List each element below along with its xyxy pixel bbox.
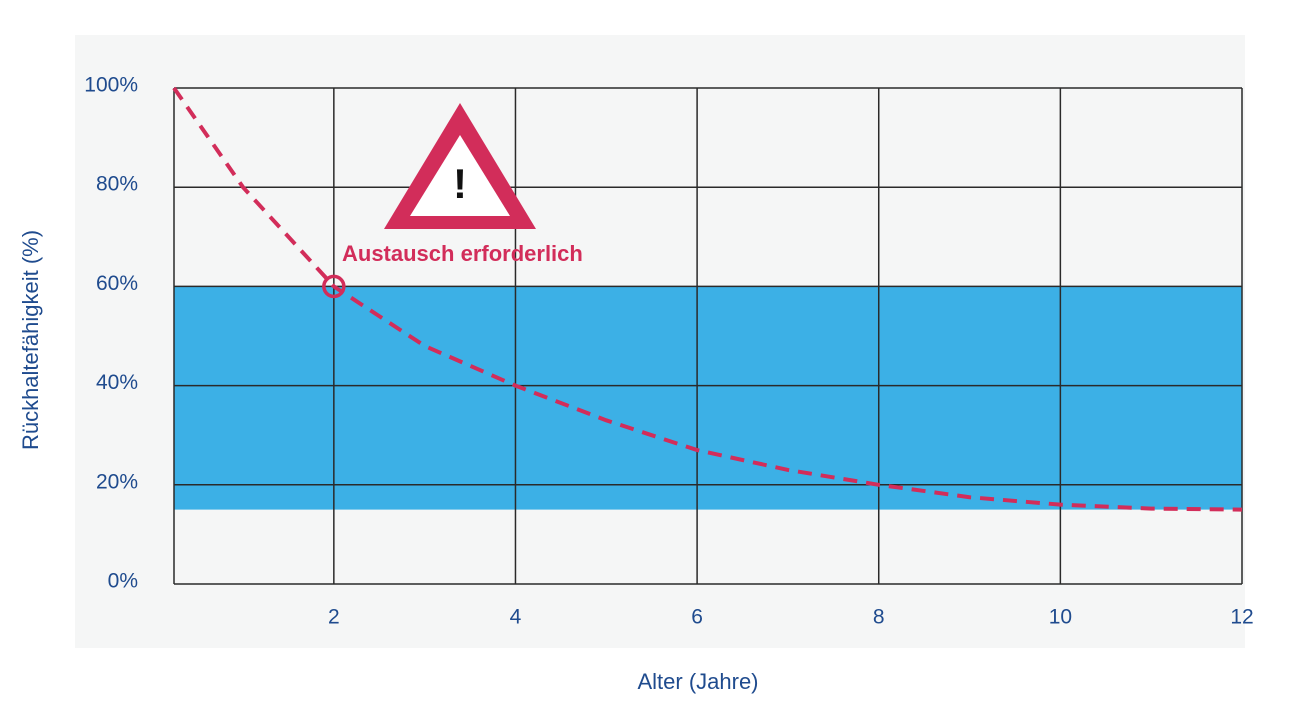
warning-symbol: ! — [453, 160, 467, 207]
y-tick-label: 20% — [96, 470, 138, 493]
x-axis-label: Alter (Jahre) — [637, 669, 758, 694]
x-tick-label: 6 — [691, 606, 703, 629]
x-tick-label: 8 — [873, 606, 885, 629]
y-tick-label: 60% — [96, 272, 138, 295]
y-axis-label: Rückhaltefähigkeit (%) — [18, 230, 43, 450]
y-tick-label: 0% — [108, 570, 138, 593]
marker — [322, 274, 346, 299]
y-tick-label: 100% — [84, 74, 138, 97]
x-tick-label: 4 — [510, 606, 522, 629]
annotation: Austausch erforderlich — [342, 241, 583, 266]
y-tick-label: 40% — [96, 371, 138, 394]
x-tick-label: 2 — [328, 606, 340, 629]
band — [174, 286, 1242, 510]
x-tick-label: 10 — [1049, 606, 1072, 629]
warning-inner — [410, 135, 510, 216]
y-tick-label: 80% — [96, 173, 138, 196]
line — [172, 86, 1243, 512]
x-tick-label: 12 — [1230, 606, 1253, 629]
